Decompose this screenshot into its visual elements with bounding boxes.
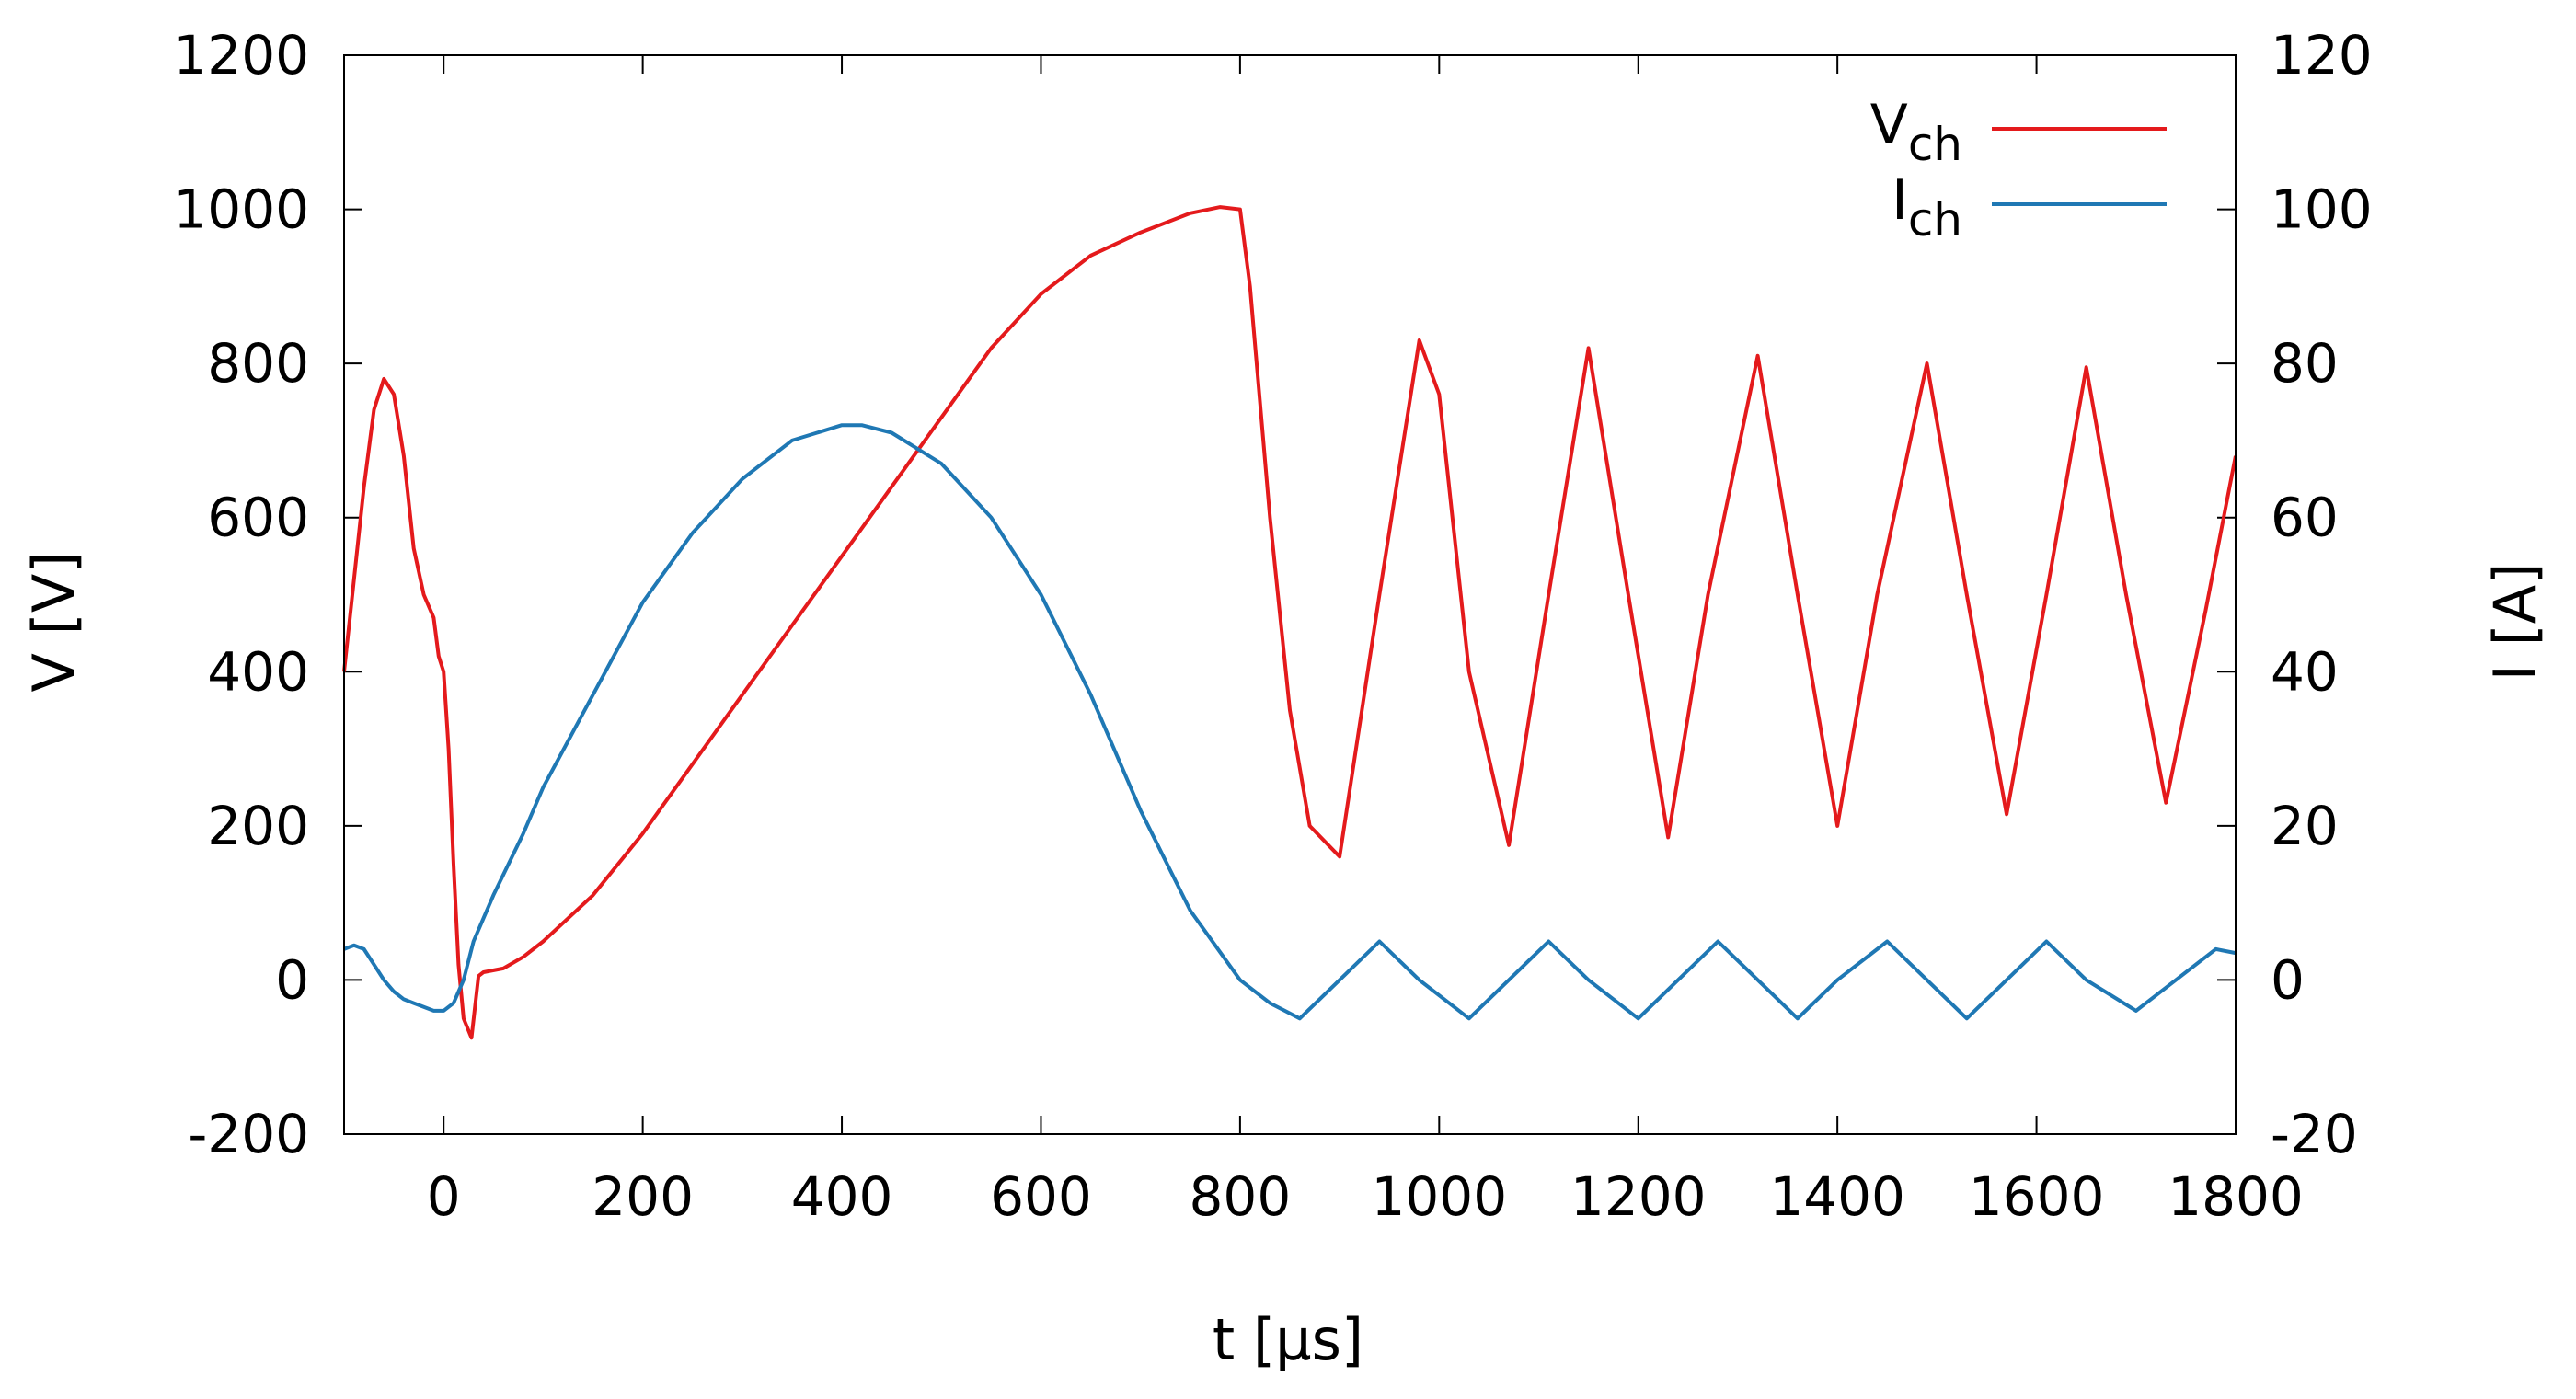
x-axis-label: t [µs] [1213, 1306, 1363, 1373]
y2-tick-label: -20 [2271, 1103, 2358, 1165]
x-tick-label: 0 [427, 1165, 461, 1228]
legend-label-Ich: Ich [1892, 168, 1962, 247]
y-tick-label: 1000 [173, 178, 309, 241]
x-tick-label: 400 [791, 1165, 893, 1228]
tick-labels: 0 200 400 600 800 1000 1200 1400 1600 1800-200020… [173, 24, 2372, 1228]
x-tick-label: 1600 [1969, 1165, 2105, 1228]
series-line-Vch [342, 205, 2237, 1040]
y-axis-label: V [V] [20, 552, 87, 693]
x-tick-label: 1400 [1769, 1165, 1905, 1228]
y2-tick-label: 0 [2271, 948, 2305, 1011]
y-tick-label: 800 [207, 332, 309, 395]
y2-tick-label: 60 [2271, 487, 2339, 549]
y2-tick-label: 20 [2271, 795, 2339, 857]
y2-tick-label: 40 [2271, 640, 2339, 703]
y2-tick-label: 80 [2271, 332, 2339, 395]
y-tick-label: 400 [207, 640, 309, 703]
y-tick-label: 600 [207, 487, 309, 549]
y-tick-label: 200 [207, 795, 309, 857]
y-tick-label: 0 [275, 948, 309, 1011]
y2-axis-label: I [A] [2481, 563, 2548, 682]
plot-frame [343, 54, 2237, 1135]
x-tick-label: 800 [1190, 1165, 1292, 1228]
series-layer [342, 205, 2237, 1040]
x-tick-label: 1800 [2168, 1165, 2304, 1228]
series-line-Ich [343, 423, 2237, 1021]
y2-tick-label: 120 [2271, 24, 2373, 86]
y2-tick-label: 100 [2271, 178, 2373, 241]
x-tick-label: 1000 [1372, 1165, 1508, 1228]
y-tick-label: -200 [188, 1103, 309, 1165]
y-tick-label: 1200 [173, 24, 309, 86]
x-tick-label: 200 [592, 1165, 694, 1228]
x-tick-label: 600 [990, 1165, 1092, 1228]
legend-label-Vch: Vch [1870, 93, 1962, 171]
x-tick-label: 1200 [1570, 1165, 1707, 1228]
